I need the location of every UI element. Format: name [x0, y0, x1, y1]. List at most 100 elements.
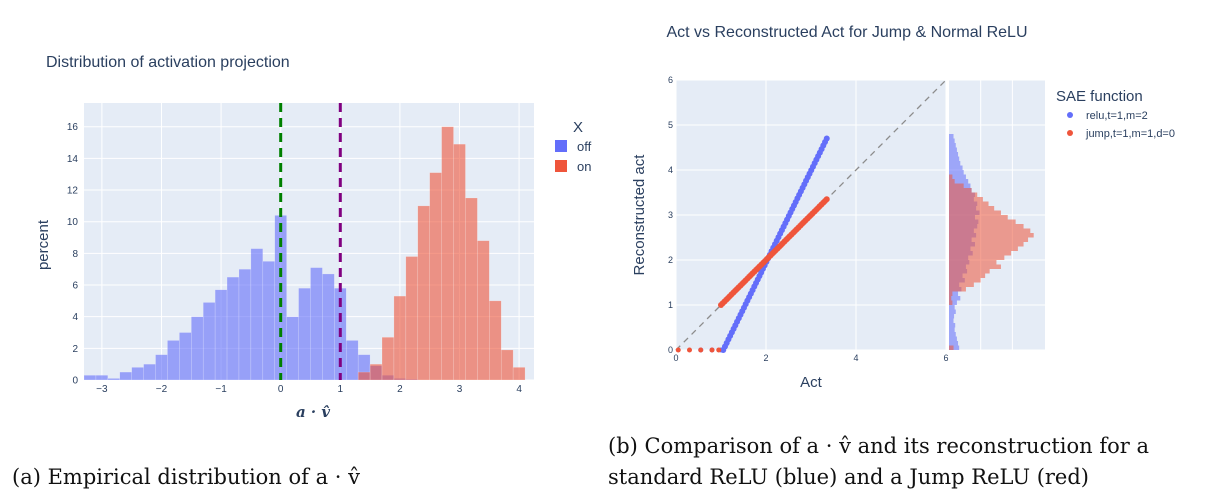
- marginal-bar-jump: [949, 282, 974, 287]
- histogram-legend-title: X: [573, 119, 583, 136]
- scatter-point-relu: [823, 135, 830, 142]
- scatter-x-ticks: 0 2 4 6: [673, 353, 948, 363]
- histogram-bar-off: [298, 287, 311, 381]
- histogram-bar-off: [238, 268, 252, 381]
- histogram-bar-off: [179, 332, 192, 381]
- legend-swatch-off[interactable]: [555, 140, 567, 152]
- histogram-bar-off: [95, 375, 109, 381]
- scatter-legend[interactable]: SAE function relu,t=1,m=2 jump,t=1,m=1,d…: [1056, 88, 1175, 140]
- scatter-y-tick-label: 2: [668, 255, 673, 265]
- marginal-bar-jump: [949, 237, 1029, 242]
- marginal-bar-relu: [949, 327, 955, 332]
- legend-label-jump[interactable]: jump,t=1,m=1,d=0: [1085, 128, 1175, 140]
- marginal-bar-relu: [949, 318, 954, 323]
- legend-label-on[interactable]: on: [577, 159, 591, 174]
- histogram-bars-on: [357, 126, 526, 381]
- histogram-y-tick-label: 12: [67, 186, 79, 197]
- histogram-chart: Distribution of activation projection −3…: [35, 54, 592, 421]
- marginal-bar-relu: [949, 314, 955, 319]
- histogram-bar-on: [429, 172, 442, 381]
- histogram-x-label: a · v̂: [296, 403, 330, 421]
- scatter-y-tick-label: 4: [668, 165, 673, 175]
- marginal-bar-jump: [949, 246, 1018, 251]
- histogram-bar-off: [143, 363, 156, 381]
- histogram-bar-on: [512, 367, 526, 381]
- histogram-bar-off: [214, 289, 228, 381]
- histogram-bar-on: [393, 295, 407, 381]
- marginal-bar-jump: [949, 273, 986, 278]
- marginal-bar-jump: [949, 206, 995, 211]
- marginal-bar-jump: [949, 228, 1031, 233]
- scatter-y-tick-label: 3: [668, 210, 673, 220]
- marginal-bar-jump: [949, 251, 1012, 256]
- scatter-y-label: Reconstructed act: [631, 154, 648, 276]
- histogram-bar-off: [131, 367, 144, 381]
- histogram-y-tick-label: 6: [72, 281, 78, 292]
- scatter-y-ticks: 0 1 2 3 4 5 6: [668, 75, 673, 355]
- histogram-bar-off: [191, 316, 204, 381]
- scatter-title: Act vs Reconstructed Act for Jump & Norm…: [666, 24, 1027, 41]
- histogram-y-tick-label: 0: [72, 376, 78, 387]
- marginal-bar-relu: [949, 291, 959, 296]
- marginal-bar-relu: [949, 174, 966, 179]
- caption-b-line1: (b) Comparison of a · v̂ and its reconst…: [608, 434, 1149, 458]
- histogram-y-tick-label: 14: [67, 154, 79, 165]
- marginal-histogram: [949, 134, 1034, 350]
- marginal-bar-relu: [949, 323, 956, 328]
- histogram-y-tick-label: 8: [72, 249, 78, 260]
- histogram-x-tick-label: 1: [338, 384, 344, 395]
- scatter-y-tick-label: 6: [668, 75, 673, 85]
- marginal-bar-jump: [949, 278, 981, 283]
- histogram-x-tick-label: 2: [397, 384, 403, 395]
- legend-swatch-on[interactable]: [555, 160, 567, 172]
- histogram-bar-off: [202, 302, 216, 381]
- marginal-bar-jump: [949, 300, 953, 305]
- scatter-point-jump-zero: [698, 347, 704, 353]
- scatter-chart: Act vs Reconstructed Act for Jump & Norm…: [631, 24, 1175, 391]
- histogram-bar-on: [357, 371, 371, 381]
- scatter-x-tick-label: 2: [763, 353, 768, 363]
- scatter-points: [675, 135, 830, 353]
- histogram-bar-on: [405, 256, 419, 381]
- histogram-y-label: percent: [35, 219, 52, 270]
- marginal-bar-relu: [949, 341, 959, 346]
- histogram-x-ticks: −3 −2 −1 0 1 2 3 4: [96, 384, 522, 395]
- scatter-legend-title: SAE function: [1056, 88, 1143, 105]
- histogram-title: Distribution of activation projection: [46, 54, 290, 71]
- marginal-bar-relu: [949, 134, 954, 139]
- marginal-bar-relu: [949, 152, 959, 157]
- marginal-bar-relu: [949, 156, 960, 161]
- legend-label-relu[interactable]: relu,t=1,m=2: [1086, 110, 1148, 122]
- marginal-bar-jump: [949, 264, 1001, 269]
- marginal-bar-jump: [949, 255, 1005, 260]
- marginal-bar-jump: [949, 345, 954, 350]
- histogram-y-tick-label: 10: [67, 217, 79, 228]
- histogram-bar-on: [489, 300, 502, 381]
- histogram-legend[interactable]: X off on: [555, 119, 592, 174]
- marginal-bar-relu: [949, 179, 969, 184]
- histogram-bar-off: [286, 316, 299, 381]
- marginal-bar-relu: [949, 309, 956, 314]
- marginal-bar-relu: [949, 138, 955, 143]
- legend-marker-relu[interactable]: [1067, 112, 1073, 118]
- histogram-bar-off: [346, 340, 359, 381]
- marginal-bar-jump: [949, 179, 955, 184]
- marginal-bar-jump: [949, 183, 964, 188]
- histogram-bar-on: [465, 197, 478, 381]
- marginal-bar-relu: [949, 336, 957, 341]
- legend-marker-jump[interactable]: [1067, 130, 1073, 136]
- marginal-bar-jump: [949, 287, 966, 292]
- histogram-x-tick-label: −2: [156, 384, 168, 395]
- histogram-bar-on: [453, 143, 466, 381]
- histogram-bar-off: [167, 340, 180, 381]
- marginal-bar-jump: [949, 224, 1024, 229]
- histogram-bar-off: [250, 248, 264, 381]
- legend-label-off[interactable]: off: [577, 139, 592, 154]
- marginal-bar-jump: [949, 192, 978, 197]
- histogram-thresholds: [279, 103, 342, 380]
- histogram-x-tick-label: −3: [96, 384, 108, 395]
- marginal-bar-relu: [949, 300, 957, 305]
- scatter-y-tick-label: 5: [668, 120, 673, 130]
- histogram-x-tick-label: −1: [215, 384, 227, 395]
